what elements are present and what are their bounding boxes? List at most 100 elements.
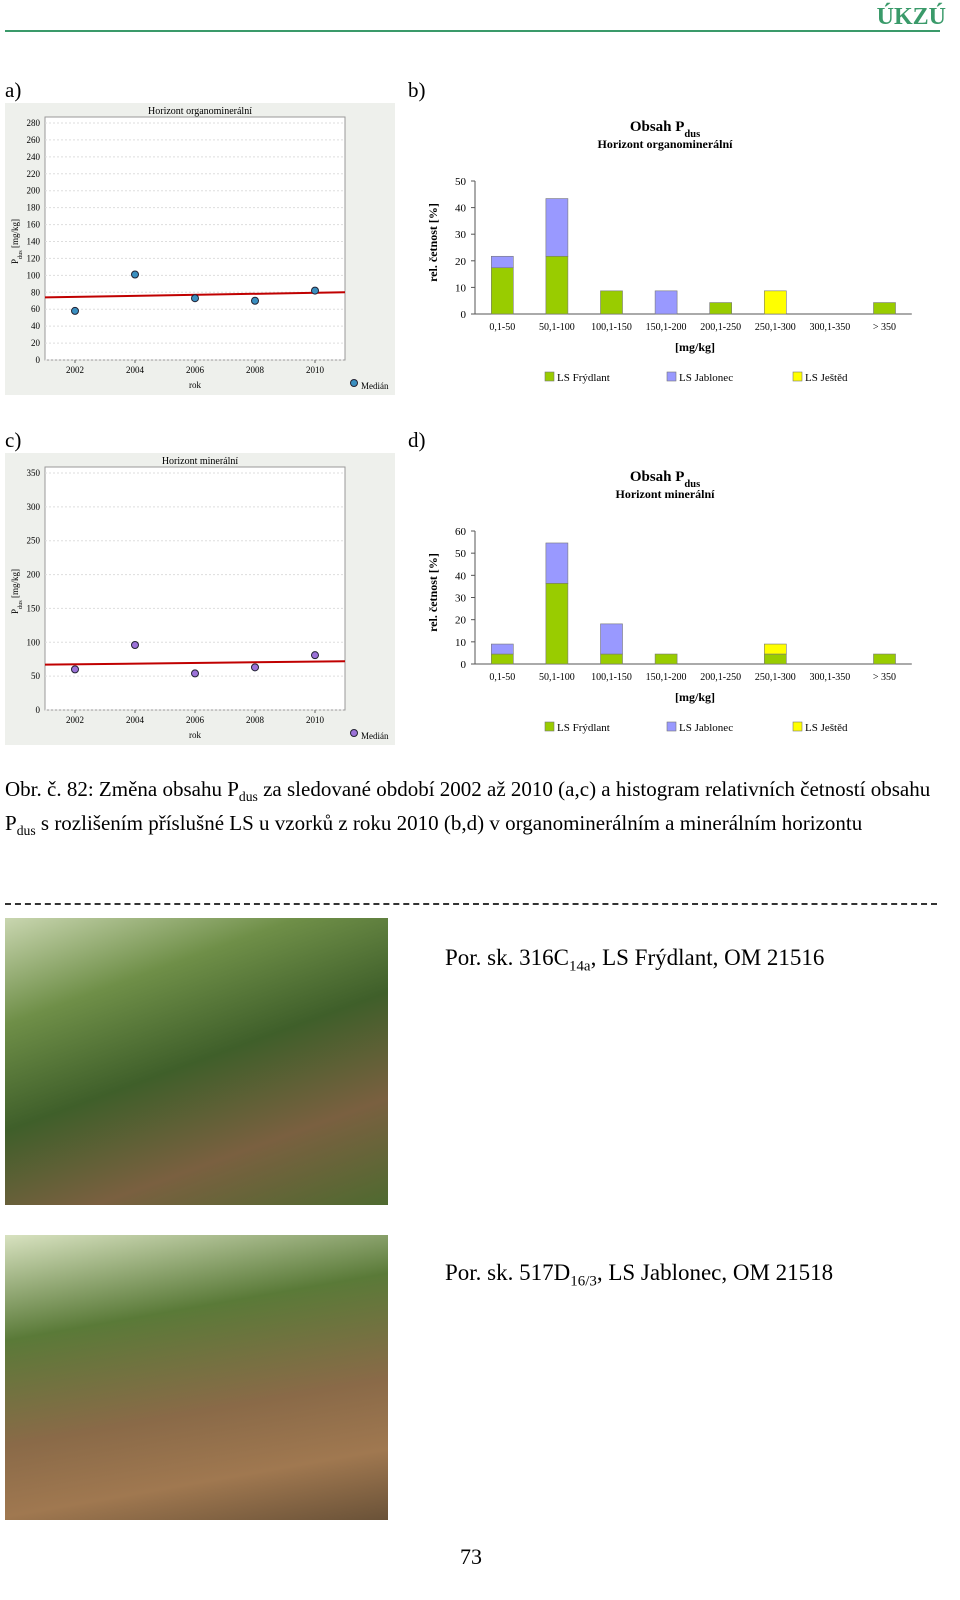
text-part: Por. sk. 517D: [445, 1260, 571, 1285]
x-tick-label: > 350: [873, 322, 896, 333]
y-tick-label: 20: [455, 615, 467, 627]
figure-caption: Obr. č. 82: Změna obsahu Pdus za sledova…: [5, 776, 945, 844]
bar-segment: [600, 290, 623, 315]
text-part: [mg/kg]: [10, 569, 20, 600]
y-axis-label: rel. četnost [%]: [426, 203, 440, 282]
subscript: dus: [684, 479, 700, 490]
y-tick-label: 30: [455, 229, 467, 241]
legend-label: LS Frýdlant: [557, 372, 610, 384]
chart-title: Horizont minerální: [162, 456, 239, 467]
bar-segment: [600, 653, 623, 665]
data-point: [131, 640, 139, 649]
text-part: , LS Frýdlant, OM 21516: [590, 945, 825, 970]
y-tick-label: 0: [461, 309, 467, 321]
legend-label: Medián: [361, 731, 389, 741]
subscript: dus: [17, 250, 24, 259]
subscript: 16/3: [570, 1273, 597, 1290]
text-part: za sledované období 2002 až 2010 (a,c) a…: [5, 777, 931, 836]
data-point: [251, 296, 259, 305]
legend-label: Medián: [361, 381, 389, 391]
legend-swatch: [792, 371, 803, 382]
text-part: s rozlišením příslušné LS u vzorků z rok…: [35, 811, 863, 836]
legend-swatch: [544, 721, 555, 732]
legend-label: LS Frýdlant: [557, 722, 610, 734]
x-tick-label: 250,1-300: [755, 672, 796, 683]
data-point: [71, 306, 79, 315]
chart-title: Obsah Pdus: [630, 469, 700, 490]
x-tick-label: 0,1-50: [489, 322, 515, 333]
x-tick-label: 250,1-300: [755, 322, 796, 333]
x-tick-label: 50,1-100: [539, 672, 575, 683]
photo: [5, 918, 388, 1205]
chart-title: Obsah Pdus: [630, 119, 700, 140]
legend-label: LS Ještěd: [805, 372, 848, 384]
legend-swatch: [666, 721, 677, 732]
y-axis-label: Pdus [mg/kg]: [10, 569, 24, 614]
chart-subtitle: Horizont minerální: [616, 487, 716, 501]
data-point: [251, 663, 259, 672]
x-tick-label: 100,1-150: [591, 672, 632, 683]
subscript: dus: [684, 129, 700, 140]
photo-caption: Por. sk. 517D16/3, LS Jablonec, OM 21518: [445, 1260, 833, 1291]
x-tick-label: > 350: [873, 672, 896, 683]
bar-segment: [491, 255, 514, 269]
page-number: 73: [460, 1544, 482, 1569]
x-tick-label: 2002: [66, 715, 84, 725]
legend-swatch: [792, 721, 803, 732]
y-tick-label: 10: [455, 282, 467, 294]
y-tick-label: 220: [27, 169, 41, 179]
legend-label: LS Ještěd: [805, 722, 848, 734]
y-tick-label: 180: [27, 203, 41, 213]
data-point: [131, 270, 139, 279]
bar-segment: [763, 290, 787, 315]
x-tick-label: 2010: [306, 365, 325, 375]
bar-segment: [545, 255, 569, 315]
y-tick-label: 150: [27, 603, 41, 613]
bar-segment: [600, 623, 623, 655]
bar-segment: [545, 542, 569, 584]
y-tick-label: 60: [31, 304, 41, 314]
y-tick-label: 60: [455, 526, 467, 538]
x-tick-label: 0,1-50: [489, 672, 515, 683]
subscript: dus: [16, 823, 36, 839]
x-tick-label: 2006: [186, 715, 205, 725]
subscript: dus: [17, 600, 24, 609]
y-axis-label: rel. četnost [%]: [426, 553, 440, 632]
legend-label: LS Jablonec: [679, 372, 733, 384]
x-tick-label: 200,1-250: [700, 672, 741, 683]
y-tick-label: 20: [31, 338, 41, 348]
chart: Horizont organominerální 0 20 40 60 80 100 120 1…: [5, 103, 395, 395]
header-title: ÚKZÚ: [876, 4, 946, 30]
x-tick-label: 150,1-200: [646, 322, 687, 333]
text-part: Obr. č. 82: Změna obsahu P: [5, 777, 239, 801]
bar-segment: [873, 653, 896, 665]
x-tick-label: 2010: [306, 715, 325, 725]
text-part: Obsah P: [630, 119, 685, 135]
x-tick-label: 150,1-200: [646, 672, 687, 683]
subscript: 14a: [568, 958, 591, 975]
text-part: Obsah P: [630, 469, 685, 485]
y-tick-label: 30: [455, 593, 467, 605]
bar-segment: [654, 290, 678, 315]
panel-label: c): [5, 428, 22, 452]
bar-segment: [709, 302, 733, 315]
y-tick-label: 140: [27, 237, 41, 247]
y-tick-label: 100: [27, 270, 41, 280]
text-part: [mg/kg]: [10, 219, 20, 250]
text-part: Por. sk. 316C: [445, 945, 569, 970]
data-point: [191, 294, 199, 303]
y-tick-label: 50: [455, 176, 467, 188]
legend-label: LS Jablonec: [679, 722, 733, 734]
y-tick-label: 0: [36, 355, 41, 365]
y-tick-label: 40: [31, 321, 41, 331]
subscript: dus: [238, 789, 258, 805]
y-tick-label: 20: [455, 256, 467, 268]
y-tick-label: 240: [27, 152, 41, 162]
y-tick-label: 200: [27, 186, 41, 196]
bar-segment: [654, 653, 678, 665]
bar-segment: [491, 267, 514, 315]
x-tick-label: 2002: [66, 365, 84, 375]
text-part: , LS Jablonec, OM 21518: [596, 1260, 834, 1285]
